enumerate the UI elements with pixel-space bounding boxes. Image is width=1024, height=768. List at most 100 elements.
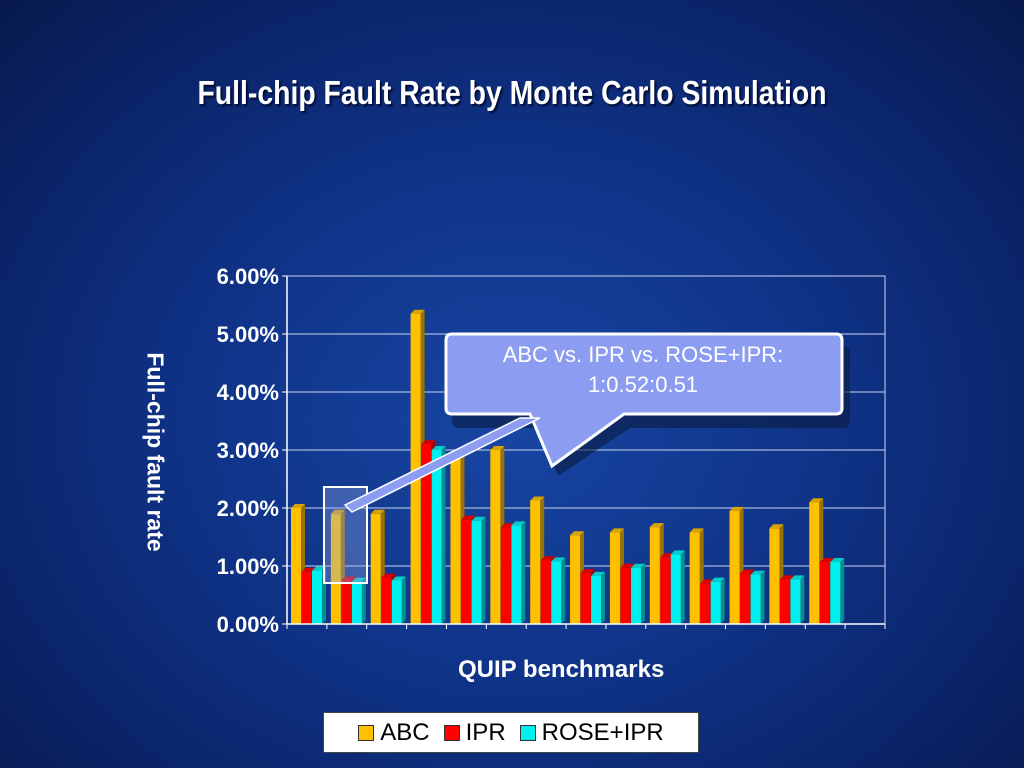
bar-top: [490, 446, 505, 450]
bar-top: [570, 531, 585, 536]
bar-top: [291, 504, 305, 508]
bar-top: [649, 523, 664, 528]
bar-top: [790, 575, 805, 580]
bar-rose-ipr: [312, 570, 322, 624]
bar-side: [521, 521, 526, 624]
bar-top: [460, 515, 475, 520]
bar-abc: [370, 513, 381, 624]
callout-line-1: ABC vs. IPR vs. ROSE+IPR:: [502, 342, 784, 367]
bar-rose-ipr: [630, 567, 641, 624]
bar-top: [670, 550, 685, 555]
bar-ipr: [740, 573, 751, 624]
legend-swatch-abc: [358, 724, 375, 741]
bar-top: [312, 566, 326, 571]
bar-rose-ipr: [511, 525, 522, 624]
bar-side: [680, 550, 685, 624]
y-tick-label: 4.00%: [217, 380, 279, 405]
bar-side: [361, 577, 366, 624]
bar-ipr: [700, 583, 711, 624]
bar-abc: [769, 528, 780, 624]
bar-abc: [649, 527, 660, 624]
bar-rose-ipr: [471, 520, 482, 624]
bar-abc: [689, 532, 700, 624]
callout-pointer: [343, 417, 541, 513]
legend-label-rose-ipr: ROSE+IPR: [541, 718, 664, 746]
bar-top: [391, 576, 406, 581]
legend-swatch-ipr: [443, 724, 460, 741]
bar-top: [819, 557, 834, 562]
bar-side: [561, 557, 566, 624]
bar-top: [769, 524, 784, 529]
bar-top: [551, 557, 566, 562]
bar-top: [740, 569, 755, 574]
bar-top: [431, 446, 446, 450]
bar-top: [530, 496, 545, 501]
bar-rose-ipr: [830, 561, 841, 624]
bar-ipr: [500, 527, 511, 624]
legend-item-rose-ipr: ROSE+IPR: [519, 718, 664, 747]
bar-rose-ipr: [551, 561, 562, 624]
bar-rose-ipr: [670, 554, 681, 624]
bar-side: [800, 575, 805, 624]
bar-top: [630, 563, 645, 568]
bar-side: [441, 446, 446, 624]
y-tick-label: 5.00%: [217, 322, 279, 347]
bar-ipr: [660, 557, 671, 624]
bar-top: [729, 506, 744, 511]
y-tick-label: 0.00%: [217, 612, 279, 637]
y-tick-label: 6.00%: [217, 264, 279, 289]
y-tick-label: 1.00%: [217, 554, 279, 579]
y-tick-label: 2.00%: [217, 496, 279, 521]
legend-swatch-rose-ipr: [519, 724, 536, 741]
bar-rose-ipr: [591, 575, 602, 624]
bar-side: [481, 516, 486, 624]
bar-ipr: [460, 519, 471, 624]
callout-line-2: 1:0.52:0.51: [587, 372, 699, 397]
bar-ipr: [620, 567, 631, 624]
callout-text: ABC vs. IPR vs. ROSE+IPR: 1:0.52:0.51: [446, 340, 840, 400]
bar-side: [760, 570, 765, 624]
bar-top: [500, 523, 515, 528]
bar-side: [401, 576, 406, 624]
y-axis-title: Full-chip fault rate: [142, 352, 169, 552]
bar-top: [511, 521, 526, 526]
bar-top: [370, 509, 385, 514]
bar-side: [601, 571, 606, 624]
bar-top: [471, 516, 486, 521]
bar-side: [840, 557, 845, 624]
slide-title: Full-chip Fault Rate by Monte Carlo Simu…: [197, 74, 827, 111]
legend-item-ipr: IPR: [443, 718, 506, 747]
bar-top: [381, 573, 396, 578]
bar-abc: [729, 510, 740, 624]
bar-top: [620, 563, 635, 568]
bar-abc: [450, 455, 461, 624]
bar-top: [351, 577, 366, 582]
bar-side: [640, 563, 645, 624]
bar-top: [580, 568, 595, 573]
bar-abc: [490, 450, 501, 624]
bar-top: [710, 577, 725, 582]
bar-top: [410, 309, 425, 314]
bar-top: [591, 571, 606, 576]
bar-abc: [570, 535, 581, 624]
legend-label-ipr: IPR: [465, 718, 506, 746]
bar-top: [750, 570, 765, 575]
bar-ipr: [540, 560, 551, 624]
bar-top: [779, 575, 794, 580]
bar-abc: [609, 532, 620, 624]
bar-ipr: [341, 580, 352, 624]
bar-ipr: [381, 577, 392, 624]
bar-rose-ipr: [790, 579, 801, 624]
bar-ipr: [421, 444, 432, 624]
bar-ipr: [580, 572, 591, 624]
bar-side: [720, 577, 725, 624]
legend-label-abc: ABC: [380, 718, 430, 746]
bar-top: [689, 528, 704, 533]
bar-top: [421, 440, 436, 445]
callout-bubble: [444, 332, 844, 469]
bar-ipr: [819, 561, 830, 624]
bar-ipr: [301, 571, 312, 624]
bar-rose-ipr: [750, 574, 761, 624]
x-axis-title: QUIP benchmarks: [458, 656, 665, 683]
